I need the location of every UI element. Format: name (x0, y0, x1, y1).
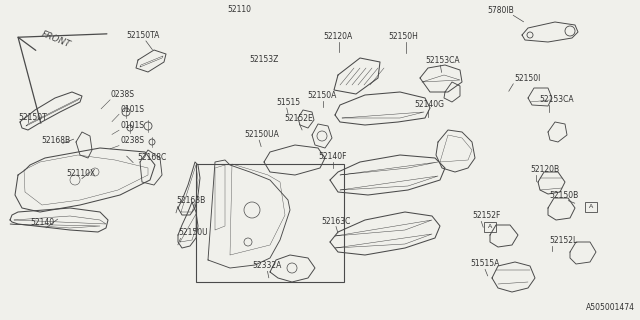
Text: 5780lB: 5780lB (488, 6, 515, 15)
Text: 52150H: 52150H (388, 32, 419, 41)
Bar (585, 202, 597, 212)
Text: 0238S: 0238S (111, 90, 135, 99)
Text: 52150A: 52150A (307, 91, 337, 100)
Text: A: A (589, 204, 593, 210)
Bar (196, 164, 344, 282)
Text: 52150I: 52150I (514, 74, 540, 83)
Text: 52152E: 52152E (284, 114, 313, 123)
Text: 52152F: 52152F (472, 211, 500, 220)
Text: 52163B: 52163B (176, 196, 205, 205)
Text: A: A (488, 225, 492, 229)
Text: 52150TA: 52150TA (127, 31, 160, 40)
Text: 52332A: 52332A (253, 261, 282, 270)
Text: 52168C: 52168C (138, 153, 167, 162)
Text: 0101S: 0101S (120, 121, 145, 130)
Text: FRONT: FRONT (40, 29, 72, 49)
Text: 52153CA: 52153CA (539, 95, 573, 104)
Text: 52150T: 52150T (18, 113, 47, 122)
Text: 52153CA: 52153CA (426, 56, 460, 65)
Text: 0101S: 0101S (120, 105, 145, 114)
Text: 0238S: 0238S (120, 136, 145, 145)
Text: 52120A: 52120A (323, 32, 353, 41)
Text: 51515A: 51515A (470, 259, 500, 268)
Text: 52140F: 52140F (318, 152, 347, 161)
Text: 52163C: 52163C (321, 217, 351, 226)
Text: 52150U: 52150U (178, 228, 207, 237)
Text: 52140: 52140 (30, 218, 54, 227)
Text: 52150B: 52150B (549, 191, 579, 200)
Text: 51515: 51515 (276, 98, 301, 107)
Text: 52120B: 52120B (530, 165, 559, 174)
Text: 52168B: 52168B (42, 136, 71, 145)
Bar (484, 222, 496, 232)
Text: 52140G: 52140G (414, 100, 444, 109)
Text: 52150UA: 52150UA (244, 130, 279, 139)
Text: 52152L: 52152L (549, 236, 577, 245)
Text: A505001474: A505001474 (586, 303, 635, 312)
Text: 52153Z: 52153Z (250, 55, 279, 64)
Text: 52110X: 52110X (66, 169, 95, 178)
Text: 52110: 52110 (227, 5, 251, 14)
